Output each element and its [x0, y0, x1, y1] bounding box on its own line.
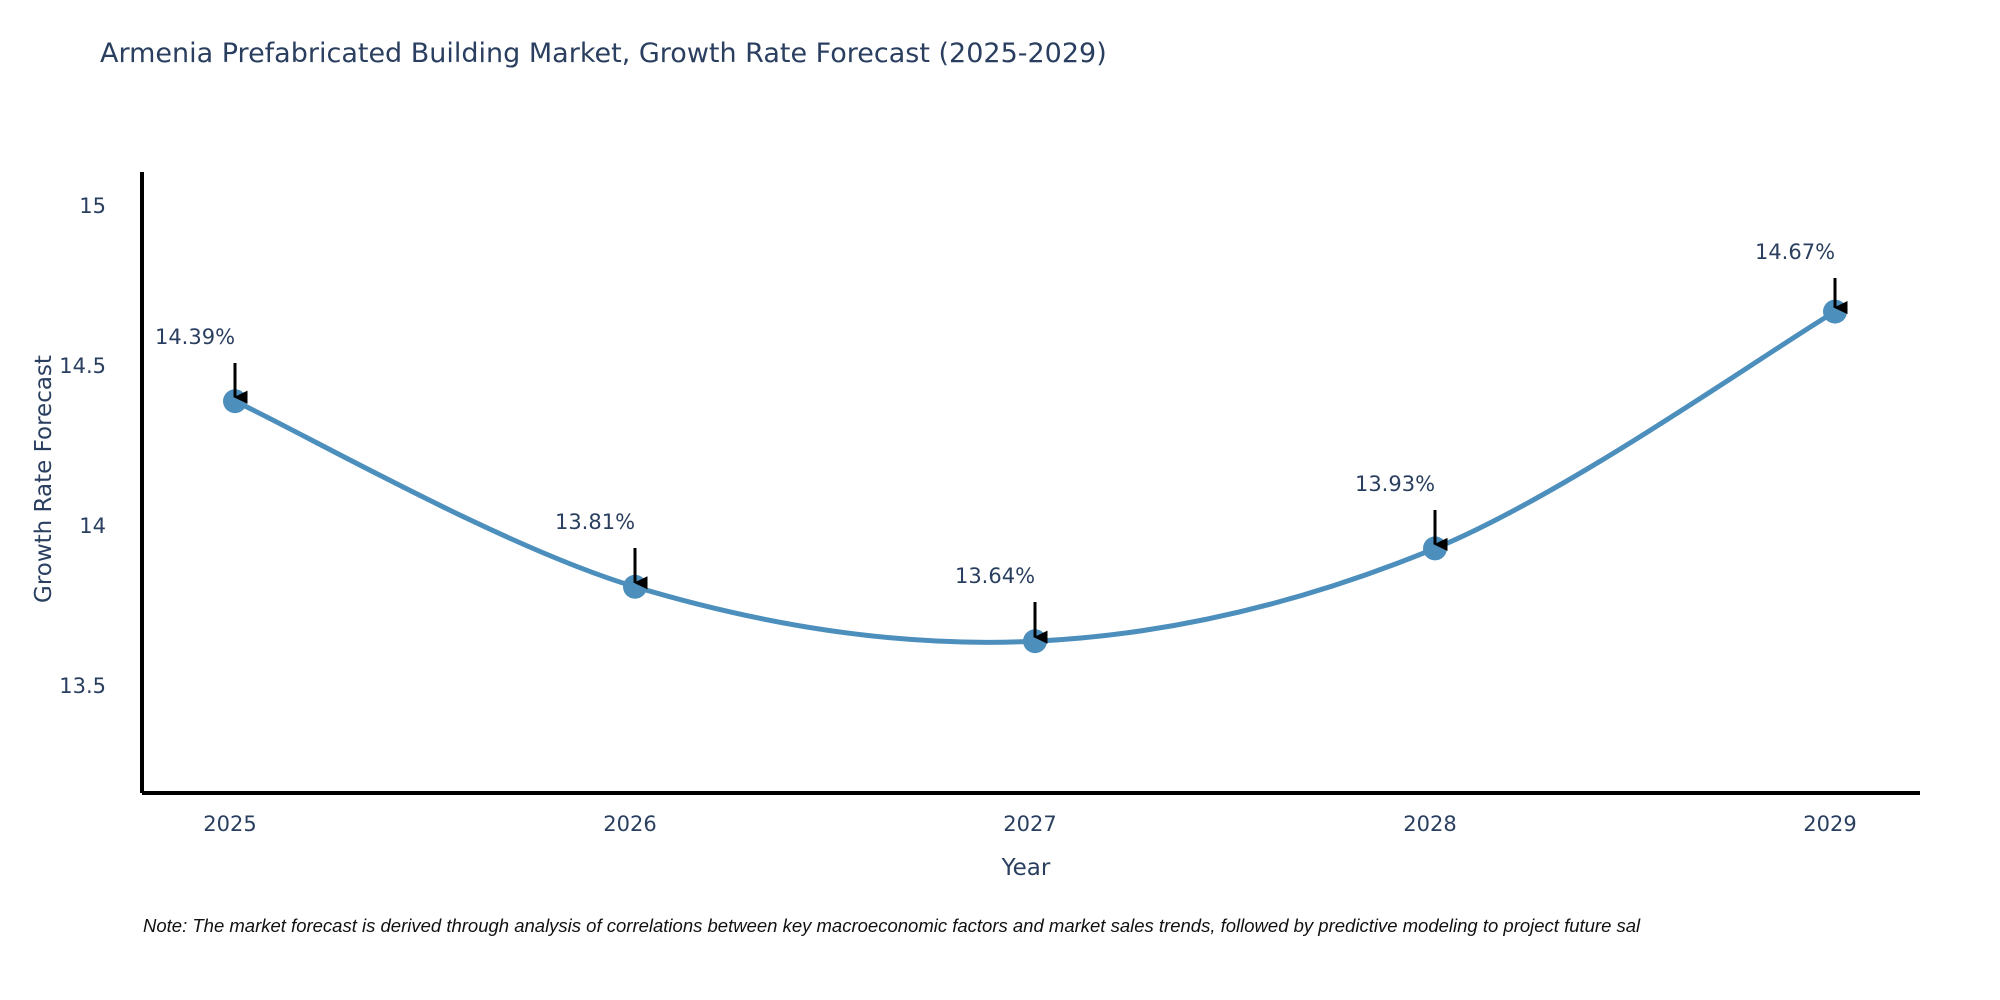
x-tick-label-2025: 2025	[203, 812, 257, 836]
x-tick-label-2027: 2027	[1003, 812, 1057, 836]
y-tick-label-14: 14	[79, 514, 106, 538]
footer-note: Note: The market forecast is derived thr…	[143, 915, 1641, 936]
y-tick-label-13-5: 13.5	[59, 674, 106, 698]
point-label-2025: 14.39%	[154, 325, 236, 349]
point-label-2029: 14.67%	[1754, 240, 1836, 264]
x-axis-title-text: Year	[1001, 855, 1051, 881]
point-label-2028: 13.93%	[1354, 472, 1436, 496]
x-tick-label-2029: 2029	[1803, 812, 1857, 836]
y-tick-label-15: 15	[79, 194, 106, 218]
x-tick-label-2026: 2026	[603, 812, 657, 836]
y-tick-label-14-5: 14.5	[59, 354, 106, 378]
chart-title: Armenia Prefabricated Building Market, G…	[100, 38, 1107, 69]
point-label-2026: 13.81%	[554, 510, 636, 534]
annotation-arrows	[233, 278, 1848, 644]
x-axis-title: Year	[0, 855, 2000, 881]
point-label-2027: 13.64%	[954, 564, 1036, 588]
data-point-markers	[223, 299, 1847, 654]
data-series-line	[232, 309, 1838, 645]
x-tick-label-2028: 2028	[1403, 812, 1457, 836]
